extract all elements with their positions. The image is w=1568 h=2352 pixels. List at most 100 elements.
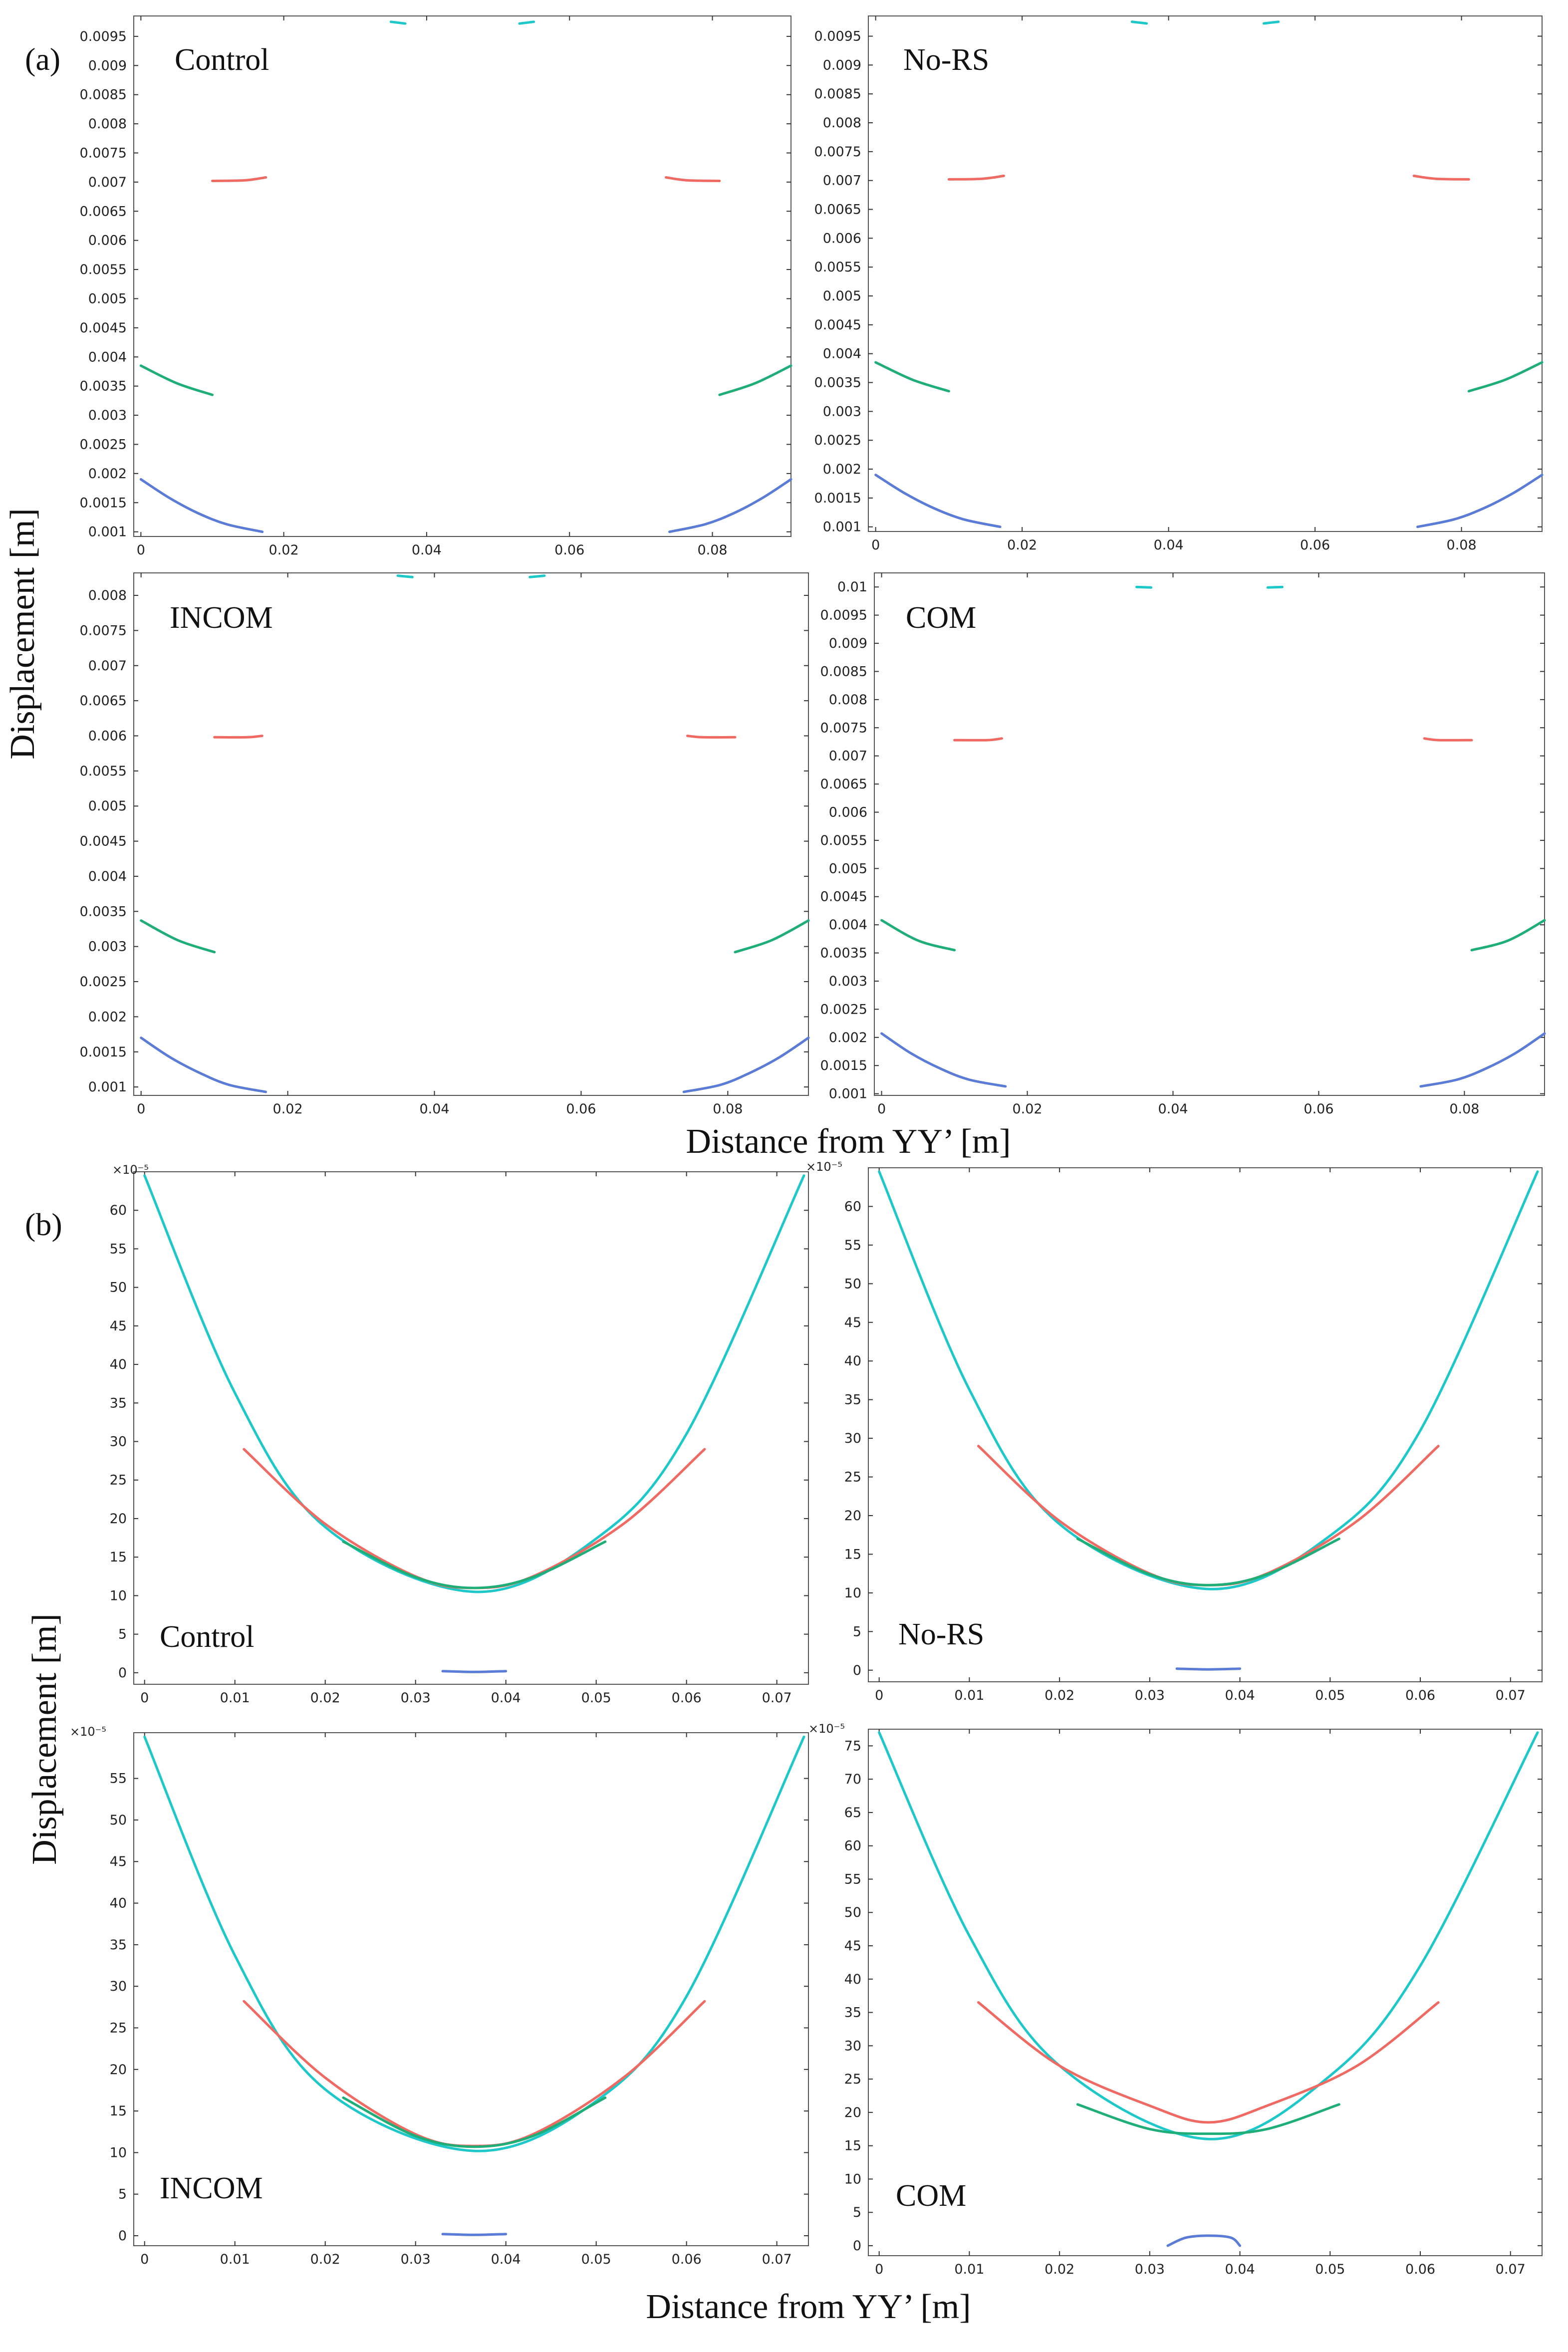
y-tick-label: 0.0095	[814, 28, 861, 44]
y-tick-label: 70	[844, 1772, 861, 1787]
x-tick-label: 0.08	[1449, 1101, 1479, 1117]
y-tick-label: 0.003	[823, 404, 861, 419]
series-red-left	[953, 737, 1003, 742]
y-tick-label: 0	[118, 2228, 127, 2244]
panel-title: No-RS	[903, 43, 989, 77]
series-blue	[1175, 1667, 1242, 1671]
plot-frame	[868, 15, 1543, 532]
x-tick-label: 0.07	[1496, 2262, 1526, 2277]
series-cyan-right	[1262, 20, 1280, 25]
series-blue-left	[874, 474, 1002, 528]
y-tick-label: 0.0015	[80, 1045, 127, 1060]
y-tick-label: 0.002	[829, 1030, 867, 1045]
y-tick-label: 45	[110, 1318, 127, 1334]
y-tick-label: 0	[853, 1663, 861, 1678]
y-tick-label: 25	[844, 2072, 861, 2087]
y-tick-label: 0.008	[88, 588, 127, 603]
x-tick-label: 0.06	[1405, 2262, 1435, 2277]
y-tick-label: 15	[110, 2103, 127, 2119]
x-tick-label: 0.07	[1496, 1688, 1526, 1703]
y-tick-label: 0.0065	[80, 693, 127, 709]
series-green-left	[139, 364, 214, 396]
y-tick-label: 0.0025	[820, 1002, 867, 1017]
series-green	[342, 1540, 607, 1589]
series-cyan-right	[528, 574, 546, 578]
series-blue	[441, 2233, 508, 2236]
x-tick-label: 0	[137, 542, 145, 558]
y-tick-label: 50	[110, 1280, 127, 1296]
y-tick-label: 0.0075	[820, 720, 867, 736]
y-tick-label: 60	[844, 1199, 861, 1214]
y-tick-label: 0.0015	[814, 491, 861, 506]
y-axis-title-b: Displacement [m]	[25, 1613, 64, 1864]
x-tick-label: 0.03	[1135, 2262, 1165, 2277]
y-tick-label: 55	[110, 1771, 127, 1787]
x-tick-label: 0	[140, 1690, 149, 1706]
y-tick-label: 40	[110, 1896, 127, 1911]
y-tick-label: 0.0085	[814, 86, 861, 102]
y-tick-label: 0.007	[88, 175, 127, 190]
series-red	[243, 1448, 706, 1589]
y-tick-label: 0.0025	[814, 433, 861, 448]
y-tick-label: 0.0015	[820, 1058, 867, 1073]
y-tick-label: 0.0075	[80, 623, 127, 638]
y-tick-label: 25	[110, 2020, 127, 2036]
y-tick-label: 5	[118, 2187, 127, 2202]
y-tick-label: 10	[110, 2145, 127, 2160]
x-tick-label: 0.04	[1225, 2262, 1255, 2277]
y-tick-label: 0.0035	[820, 946, 867, 961]
y-tick-label: 0.001	[829, 1086, 867, 1102]
series-red-right	[686, 735, 737, 739]
x-tick-label: 0.01	[220, 1690, 250, 1706]
x-tick-label: 0.03	[1135, 1688, 1165, 1703]
x-tick-label: 0.01	[954, 1688, 984, 1703]
y-tick-label: 0.0095	[820, 608, 867, 623]
y-tick-label: 60	[110, 1203, 127, 1218]
series-cyan-left	[1130, 20, 1148, 25]
y-tick-label: 55	[844, 1871, 861, 1887]
y-tick-label: 0.006	[88, 728, 127, 744]
y-tick-label: 0.0075	[80, 145, 127, 161]
x-axis-title-b: Distance from YY’ [m]	[646, 2288, 971, 2326]
x-tick-label: 0.06	[554, 542, 584, 558]
plot-frame	[133, 1732, 809, 2246]
x-tick-label: 0.06	[1300, 537, 1330, 553]
y-tick-label: 0.006	[823, 231, 861, 246]
y-tick-label: 0.006	[829, 804, 867, 820]
y-tick-label: 5	[853, 2205, 861, 2220]
x-tick-label: 0.06	[1304, 1101, 1333, 1117]
y-tick-label: 0.009	[88, 58, 127, 73]
y-tick-label: 0.0055	[814, 260, 861, 275]
x-tick-label: 0.02	[1007, 537, 1037, 553]
y-tick-label: 30	[110, 1979, 127, 1994]
series-green-right	[1470, 919, 1546, 952]
series-blue-left	[880, 1032, 1007, 1088]
y-tick-label: 0.007	[823, 173, 861, 189]
x-tick-label: 0.01	[954, 2262, 984, 2277]
x-tick-label: 0.04	[1154, 537, 1184, 553]
y-tick-label: 0.004	[88, 349, 127, 365]
y-tick-label: 45	[110, 1854, 127, 1869]
x-tick-label: 0.02	[1045, 1688, 1074, 1703]
x-axis-title-a: Distance from YY’ [m]	[686, 1122, 1011, 1161]
y-tick-label: 35	[844, 1392, 861, 1408]
series-red	[977, 2001, 1440, 2124]
y-tick-label: 0.006	[88, 233, 127, 249]
y-exponent-label: ×10⁻⁵	[808, 1722, 845, 1736]
y-tick-label: 60	[844, 1838, 861, 1854]
x-tick-label: 0.07	[762, 1690, 792, 1706]
panel-title: INCOM	[170, 601, 273, 635]
y-tick-label: 0.0055	[80, 764, 127, 779]
y-tick-label: 25	[110, 1473, 127, 1488]
x-tick-label: 0.06	[672, 2252, 702, 2267]
panel-title: COM	[896, 2179, 966, 2213]
x-tick-label: 0.04	[412, 542, 442, 558]
y-tick-label: 0.001	[88, 524, 127, 540]
x-tick-label: 0	[877, 1101, 886, 1117]
y-exponent-label: ×10⁻⁵	[806, 1160, 842, 1174]
y-tick-label: 0.0045	[80, 834, 127, 849]
x-tick-label: 0.08	[713, 1101, 743, 1117]
y-tick-label: 30	[844, 2038, 861, 2054]
y-tick-label: 15	[844, 2138, 861, 2154]
